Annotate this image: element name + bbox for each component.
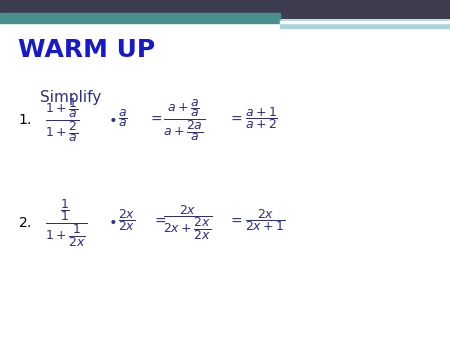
- Text: $\dfrac{1+\dfrac{1}{a}}{1+\dfrac{2}{a}}$: $\dfrac{1+\dfrac{1}{a}}{1+\dfrac{2}{a}}$: [45, 96, 80, 144]
- Text: $=$: $=$: [228, 213, 243, 227]
- Text: $\dfrac{a+1}{a+2}$: $\dfrac{a+1}{a+2}$: [245, 105, 278, 131]
- Text: $\dfrac{\dfrac{1}{1}}{1+\dfrac{1}{2x}}$: $\dfrac{\dfrac{1}{1}}{1+\dfrac{1}{2x}}$: [45, 197, 87, 249]
- Text: $\bullet$: $\bullet$: [108, 111, 117, 125]
- Bar: [0, 0, 450, 18]
- Bar: [0, 13, 280, 23]
- Text: $\dfrac{a}{a}$: $\dfrac{a}{a}$: [118, 107, 128, 129]
- Text: $\bullet$: $\bullet$: [108, 213, 117, 227]
- Text: $1.$: $1.$: [18, 113, 32, 127]
- Bar: [280, 21, 450, 23]
- Text: $=$: $=$: [228, 111, 243, 125]
- Bar: [280, 20, 450, 28]
- Text: $\dfrac{2x}{2x+1}$: $\dfrac{2x}{2x+1}$: [245, 207, 286, 233]
- Text: $2.$: $2.$: [18, 216, 32, 230]
- Text: $\dfrac{2x}{2x+\dfrac{2x}{2x}}$: $\dfrac{2x}{2x+\dfrac{2x}{2x}}$: [163, 203, 212, 242]
- Text: $\dfrac{2x}{2x}$: $\dfrac{2x}{2x}$: [118, 207, 135, 233]
- Text: $=$: $=$: [152, 213, 167, 227]
- Text: WARM UP: WARM UP: [18, 38, 155, 62]
- Text: $\dfrac{a+\dfrac{a}{a}}{a+\dfrac{2a}{a}}$: $\dfrac{a+\dfrac{a}{a}}{a+\dfrac{2a}{a}}…: [163, 97, 205, 143]
- Text: Simplify: Simplify: [40, 90, 101, 105]
- Text: $=$: $=$: [148, 111, 163, 125]
